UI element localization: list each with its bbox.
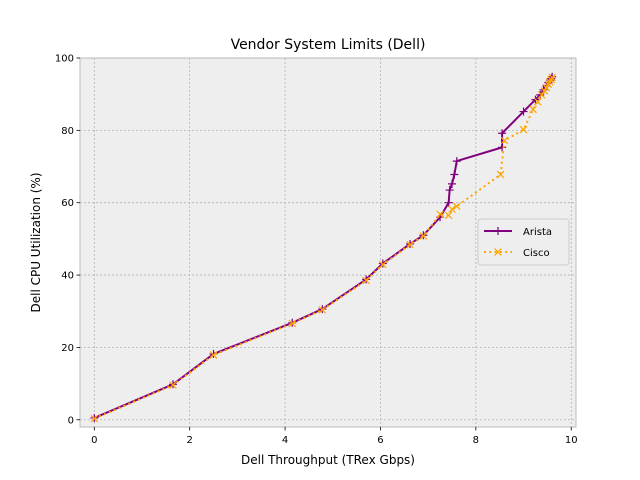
series-layer xyxy=(90,72,557,423)
x-tick-label: 4 xyxy=(282,435,288,446)
data-point-cisco xyxy=(534,97,542,106)
y-tick-label: 100 xyxy=(55,54,74,65)
y-tick-label: 40 xyxy=(61,271,74,282)
data-point-arista xyxy=(445,186,454,195)
data-point-cisco xyxy=(444,211,453,220)
data-point-cisco xyxy=(547,75,556,84)
data-point-cisco xyxy=(419,232,428,240)
data-point-cisco xyxy=(452,202,461,211)
series-cisco xyxy=(90,73,556,423)
legend-label-arista: Arista xyxy=(523,227,552,238)
data-point-arista xyxy=(536,90,545,99)
y-tick-label: 20 xyxy=(61,343,74,354)
chart-title: Vendor System Limits (Dell) xyxy=(231,37,426,53)
data-point-cisco xyxy=(379,260,387,269)
data-point-arista xyxy=(498,143,507,152)
data-point-arista xyxy=(448,179,456,188)
y-tick-label: 0 xyxy=(68,415,74,426)
x-tick-label: 8 xyxy=(473,435,479,446)
data-point-cisco xyxy=(90,414,99,423)
data-point-cisco xyxy=(169,381,177,389)
data-point-arista xyxy=(452,157,461,166)
x-tick-label: 0 xyxy=(91,435,97,446)
data-point-cisco xyxy=(288,319,297,328)
data-point-cisco xyxy=(318,305,327,314)
y-axis-label: Dell CPU Utilization (%) xyxy=(29,172,43,312)
data-point-arista xyxy=(362,275,371,284)
data-point-cisco xyxy=(548,73,556,82)
data-point-cisco xyxy=(448,205,456,214)
legend-marker-cisco xyxy=(494,248,502,256)
data-point-cisco xyxy=(496,170,505,179)
x-axis-label: Dell Throughput (TRex Gbps) xyxy=(241,453,415,467)
data-point-arista xyxy=(444,198,453,207)
x-tick-label: 2 xyxy=(187,435,193,446)
x-tick-label: 10 xyxy=(565,435,578,446)
data-point-arista xyxy=(519,107,528,116)
legend-label-cisco: Cisco xyxy=(523,248,550,259)
x-tick-label: 6 xyxy=(377,435,383,446)
legend-marker-arista xyxy=(494,227,502,235)
data-point-cisco xyxy=(519,125,528,134)
data-point-cisco xyxy=(209,351,218,359)
y-tick-label: 80 xyxy=(61,126,74,137)
y-tick-label: 60 xyxy=(61,198,74,209)
data-point-cisco xyxy=(406,240,414,249)
data-point-cisco xyxy=(500,136,509,145)
legend: Arista Cisco xyxy=(477,218,570,266)
data-point-cisco xyxy=(436,210,444,219)
data-point-arista xyxy=(450,170,459,179)
data-point-cisco xyxy=(537,91,546,99)
data-point-arista xyxy=(498,129,507,138)
grid xyxy=(80,57,576,427)
data-point-cisco xyxy=(362,276,370,285)
data-point-cisco xyxy=(529,105,537,114)
